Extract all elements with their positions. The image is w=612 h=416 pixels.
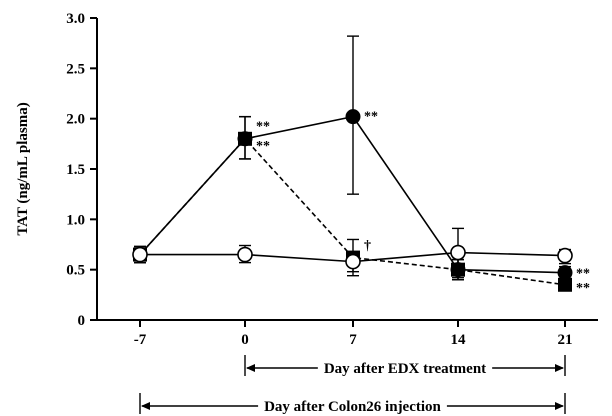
- data-point-open-circle: [237, 246, 253, 263]
- axes: [96, 18, 598, 321]
- x-tick-label: 0: [241, 332, 249, 348]
- x-tick-label: 14: [451, 332, 467, 348]
- significance-mark: **: [256, 139, 270, 154]
- data-point-filled-circle: [557, 265, 573, 281]
- span-colon26: Day after Colon26 injection: [139, 393, 566, 415]
- span-arrowhead-left: [246, 364, 255, 372]
- span-arrowhead-right: [555, 402, 564, 410]
- y-ticks: 0 0.5 1.0 1.5 2.0 2.5 3.0: [66, 11, 97, 329]
- series-open-circle: [132, 227, 573, 279]
- annotations: ******†****: [256, 110, 590, 296]
- y-axis-title: TAT (ng/mL plasma): [15, 102, 31, 235]
- x-tick-label: 7: [349, 332, 357, 348]
- y-tick-label: 0.5: [66, 263, 85, 279]
- span-arrowhead-right: [555, 364, 564, 372]
- y-tick-label: 1.5: [66, 162, 85, 178]
- x-tick-label: 21: [558, 332, 573, 348]
- span-label: Day after Colon26 injection: [264, 399, 441, 415]
- x-tick-label: -7: [134, 332, 147, 348]
- y-tick-label: 3.0: [66, 11, 85, 27]
- data-point-open-circle: [132, 246, 148, 263]
- significance-mark: **: [576, 267, 590, 282]
- span-arrowhead-left: [141, 402, 150, 410]
- significance-mark: **: [576, 281, 590, 296]
- x-ticks: -7 0 7 14 21: [134, 320, 573, 348]
- data-point-open-circle: [345, 253, 361, 270]
- y-tick-label: 2.0: [66, 112, 85, 128]
- significance-mark: **: [256, 120, 270, 135]
- data-point-filled-circle: [237, 131, 253, 147]
- data-point-filled-square: [558, 277, 572, 292]
- y-tick-label: 0: [78, 313, 86, 329]
- y-tick-label: 2.5: [66, 61, 85, 77]
- span-edx: Day after EDX treatment: [244, 355, 566, 377]
- day-spans: Day after EDX treatment Day after Colon26…: [139, 355, 566, 415]
- data-point-open-circle: [450, 244, 466, 261]
- data-point-filled-circle: [345, 109, 361, 125]
- significance-mark: †: [364, 239, 371, 254]
- significance-mark: **: [364, 110, 378, 125]
- series-filled-circle: [132, 35, 573, 281]
- data-point-open-circle: [557, 247, 573, 264]
- series-group: [132, 35, 573, 292]
- y-tick-label: 1.0: [66, 212, 85, 228]
- span-label: Day after EDX treatment: [324, 361, 486, 377]
